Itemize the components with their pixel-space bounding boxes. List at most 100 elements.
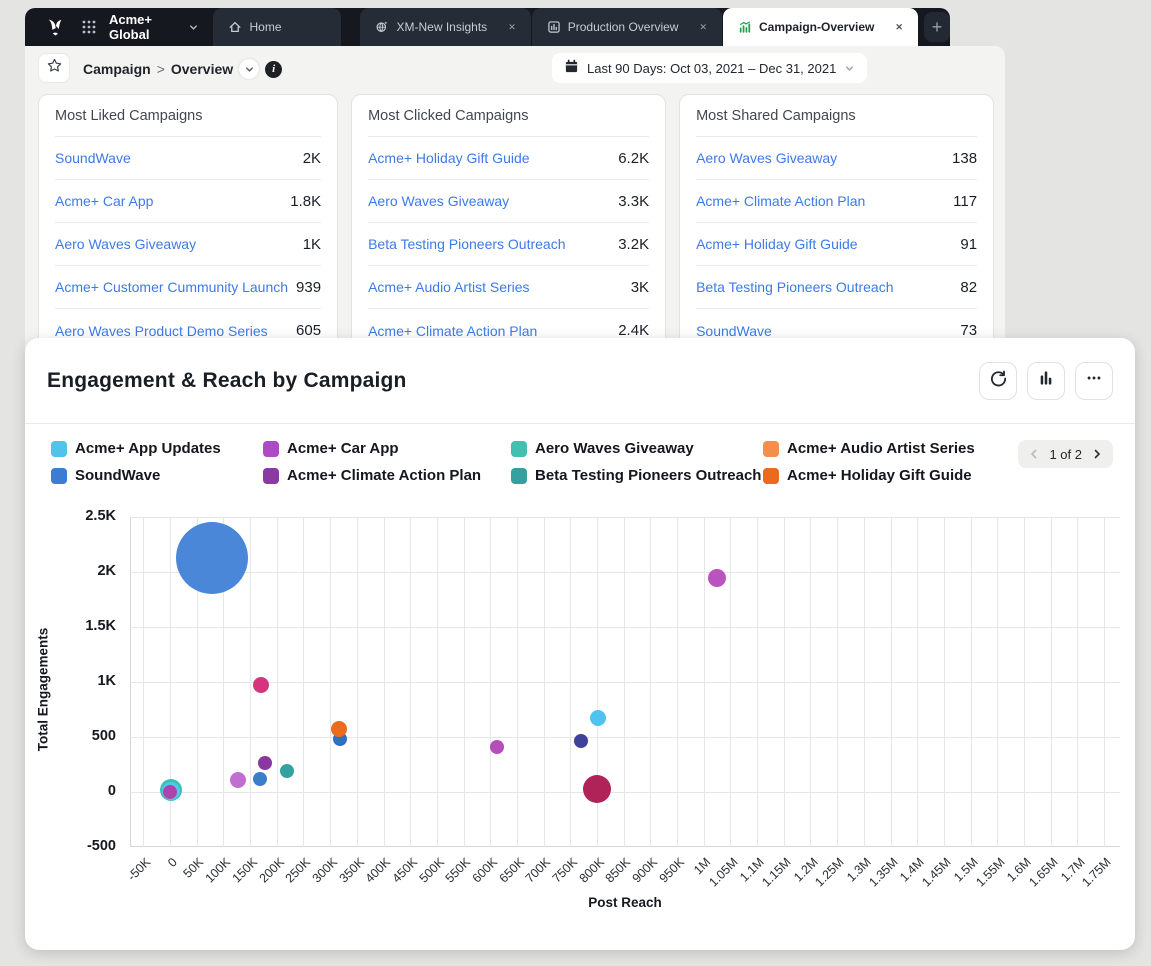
- metric-value: 82: [960, 278, 978, 296]
- list-item: Acme+ Customer Cummunity Launch 939: [55, 266, 322, 309]
- bubble[interactable]: [252, 676, 269, 693]
- metric-value: 91: [960, 235, 978, 253]
- tab-label: XM-New Insights: [396, 20, 488, 34]
- bubble-beta-testing-pioneers-outreach[interactable]: [280, 764, 295, 779]
- gridline: [997, 517, 999, 847]
- calendar-icon: [564, 59, 579, 77]
- campaign-link[interactable]: Acme+ Holiday Gift Guide: [696, 236, 858, 252]
- y-tick-label: 0: [107, 783, 116, 799]
- bubble[interactable]: [163, 785, 178, 799]
- gridline: [130, 682, 1120, 683]
- bubble-acme-car-app[interactable]: [230, 771, 247, 788]
- bubble[interactable]: [573, 734, 588, 749]
- breadcrumb-section[interactable]: Campaign: [83, 61, 151, 77]
- list-item: Acme+ Holiday Gift Guide 6.2K: [368, 137, 650, 180]
- list-item: Acme+ Climate Action Plan 117: [696, 180, 978, 223]
- list-item: Beta Testing Pioneers Outreach 82: [696, 266, 978, 309]
- app-launcher-icon[interactable]: [81, 8, 97, 46]
- x-tick-label: 1.15M: [759, 855, 794, 890]
- tab-label: Production Overview: [567, 20, 679, 34]
- close-tab-icon[interactable]: ✕: [699, 21, 707, 32]
- campaign-link[interactable]: Acme+ Audio Artist Series: [368, 279, 530, 295]
- star-icon: [46, 57, 63, 79]
- legend-item-acme-car-app[interactable]: Acme+ Car App: [263, 440, 511, 457]
- gridline: [143, 517, 145, 847]
- x-tick-label: 750K: [549, 855, 581, 886]
- x-tick-label: 1.05M: [705, 855, 741, 890]
- tab-home[interactable]: Home: [213, 8, 342, 46]
- close-tab-icon[interactable]: ✕: [508, 21, 516, 32]
- x-tick-label: 1.55M: [972, 855, 1008, 890]
- campaign-link[interactable]: Acme+ Holiday Gift Guide: [368, 150, 530, 166]
- bubble-acme-climate-action-plan[interactable]: [258, 755, 273, 770]
- gridline: [783, 517, 785, 847]
- more-options-button[interactable]: [1075, 361, 1113, 400]
- gridline: [703, 517, 705, 847]
- bubble[interactable]: [582, 775, 611, 804]
- breadcrumb: Campaign > Overview i: [83, 59, 283, 79]
- favorite-button[interactable]: [38, 53, 70, 83]
- breadcrumb-separator: >: [156, 61, 165, 77]
- campaign-link[interactable]: Beta Testing Pioneers Outreach: [368, 236, 566, 252]
- x-tick-label: 1.35M: [865, 855, 901, 890]
- campaign-link[interactable]: Beta Testing Pioneers Outreach: [696, 279, 894, 295]
- campaign-link[interactable]: SoundWave: [55, 150, 131, 166]
- metric-value: 2K: [302, 149, 322, 167]
- legend-item-aero-waves-giveaway[interactable]: Aero Waves Giveaway: [511, 440, 763, 457]
- tab-xm-new-insights[interactable]: XM-New Insights ✕: [360, 8, 531, 46]
- new-tab-button[interactable]: +: [923, 12, 950, 42]
- campaign-link[interactable]: Aero Waves Giveaway: [55, 236, 197, 252]
- metric-value: 3.2K: [618, 235, 650, 253]
- legend-label: Aero Waves Giveaway: [535, 440, 694, 457]
- legend-prev-icon[interactable]: [1028, 448, 1040, 460]
- tab-campaign-overview[interactable]: Campaign-Overview ✕: [723, 8, 918, 46]
- campaign-link[interactable]: Aero Waves Product Demo Series: [55, 322, 268, 339]
- legend-item-acme-app-updates[interactable]: Acme+ App Updates: [51, 440, 263, 457]
- chevron-down-icon[interactable]: [239, 59, 260, 79]
- metric-value: 605: [296, 322, 322, 339]
- legend-item-beta-testing-pioneers-outreach[interactable]: Beta Testing Pioneers Outreach: [511, 467, 763, 484]
- legend-label: Beta Testing Pioneers Outreach: [535, 467, 762, 484]
- date-range-picker[interactable]: Last 90 Days: Oct 03, 2021 – Dec 31, 202…: [552, 53, 868, 83]
- close-tab-icon[interactable]: ✕: [895, 21, 903, 32]
- x-tick-label: 700K: [522, 855, 554, 886]
- list-item: Beta Testing Pioneers Outreach 3.2K: [368, 223, 650, 266]
- legend-item-acme-holiday-gift-guide[interactable]: Acme+ Holiday Gift Guide: [763, 467, 1109, 484]
- campaign-link[interactable]: Acme+ Car App: [55, 193, 154, 209]
- metric-value: 2.4K: [618, 322, 650, 339]
- refresh-button[interactable]: [979, 361, 1017, 400]
- metric-value: 1.8K: [290, 192, 322, 210]
- info-icon[interactable]: i: [265, 60, 283, 78]
- metric-value: 117: [953, 192, 978, 210]
- campaign-link[interactable]: Aero Waves Giveaway: [368, 193, 510, 209]
- chart-type-button[interactable]: [1027, 361, 1065, 400]
- dashboard-icon: [547, 20, 561, 34]
- tab-production-overview[interactable]: Production Overview ✕: [531, 8, 722, 46]
- campaign-link[interactable]: SoundWave: [696, 322, 772, 339]
- most-clicked-campaigns-card: Most Clicked Campaigns Acme+ Holiday Gift…: [351, 94, 667, 357]
- campaign-link[interactable]: Acme+ Customer Cummunity Launch: [55, 279, 289, 295]
- bubble-soundwave[interactable]: [175, 521, 248, 594]
- bubble[interactable]: [489, 739, 504, 754]
- campaign-link[interactable]: Acme+ Climate Action Plan: [696, 193, 866, 209]
- more-options-icon: [1085, 369, 1103, 392]
- bubble-acme-holiday-gift-guide[interactable]: [330, 721, 347, 738]
- gridline: [730, 517, 732, 847]
- bubble-soundwave[interactable]: [252, 771, 267, 786]
- campaign-link[interactable]: Acme+ Climate Action Plan: [368, 322, 538, 339]
- gridline: [1023, 517, 1025, 847]
- legend-label: Acme+ Holiday Gift Guide: [787, 467, 972, 484]
- bubble-acme-app-updates[interactable]: [590, 710, 607, 727]
- legend-item-acme-audio-artist-series[interactable]: Acme+ Audio Artist Series: [763, 440, 1109, 457]
- legend-item-acme-climate-action-plan[interactable]: Acme+ Climate Action Plan: [263, 467, 511, 484]
- gridline: [490, 517, 492, 847]
- tab-label: Home: [249, 20, 282, 34]
- legend-next-icon[interactable]: [1091, 448, 1103, 460]
- bubble-acme-car-app[interactable]: [708, 569, 727, 588]
- legend-item-soundwave[interactable]: SoundWave: [51, 467, 263, 484]
- campaign-link[interactable]: Aero Waves Giveaway: [696, 150, 838, 166]
- workspace-switcher[interactable]: Acme+ Global: [97, 8, 213, 46]
- breadcrumb-page[interactable]: Overview: [170, 61, 234, 77]
- bubble-chart: Total Engagements Post Reach 2.5K 2K 1.5K 1…: [25, 496, 1135, 931]
- most-liked-campaigns-card: Most Liked Campaigns SoundWave 2K Acme+ Car…: [38, 94, 339, 357]
